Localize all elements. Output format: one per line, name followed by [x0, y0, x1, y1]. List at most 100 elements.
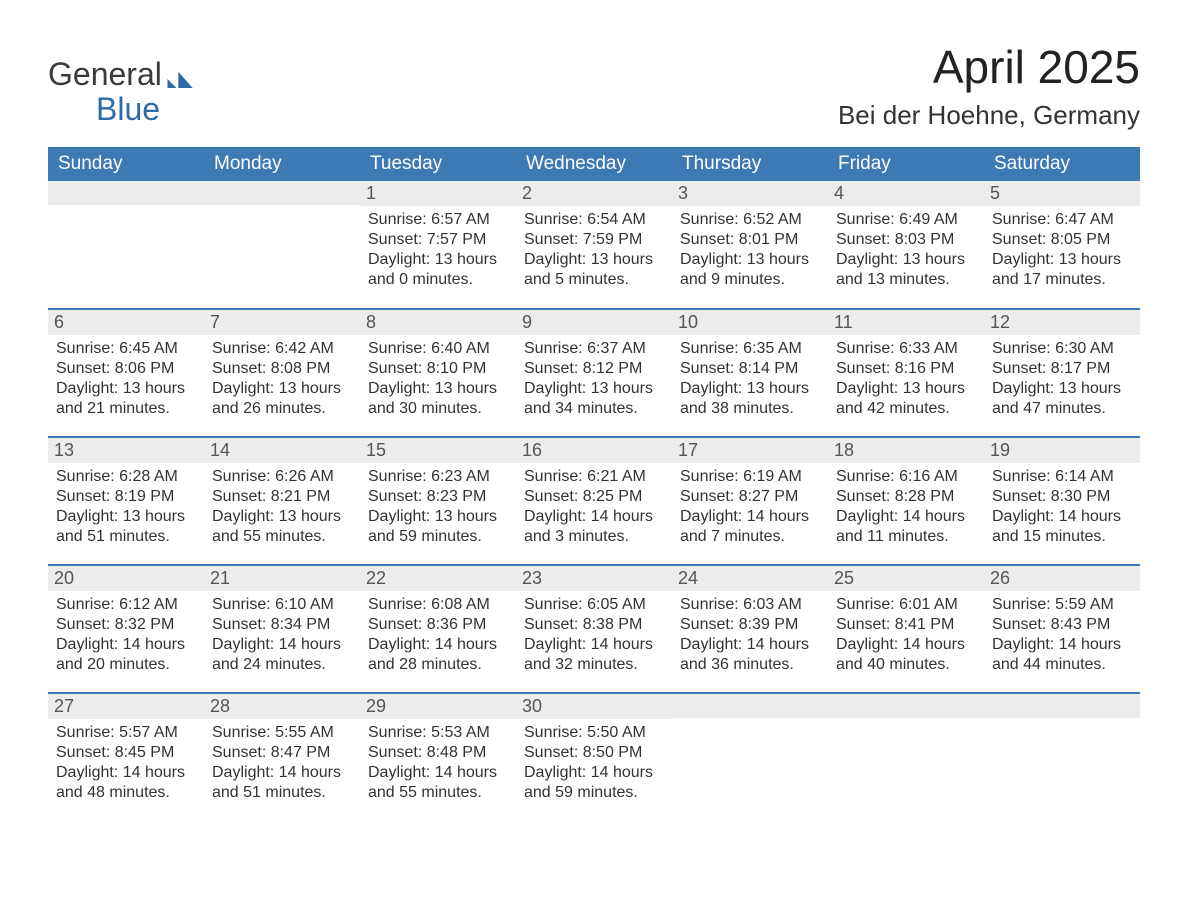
- daylight-text: Daylight: 13 hours and 42 minutes.: [836, 379, 978, 419]
- sunset-text: Sunset: 8:39 PM: [680, 615, 822, 635]
- day-number: [204, 181, 360, 205]
- week-row: 6Sunrise: 6:45 AMSunset: 8:06 PMDaylight…: [48, 309, 1140, 437]
- week-row: 27Sunrise: 5:57 AMSunset: 8:45 PMDayligh…: [48, 693, 1140, 821]
- day-number: 1: [360, 181, 516, 206]
- sunset-text: Sunset: 8:08 PM: [212, 359, 354, 379]
- sunrise-text: Sunrise: 6:12 AM: [56, 595, 198, 615]
- day-cell: 29Sunrise: 5:53 AMSunset: 8:48 PMDayligh…: [360, 693, 516, 821]
- sunrise-text: Sunrise: 6:19 AM: [680, 467, 822, 487]
- sunset-text: Sunset: 8:34 PM: [212, 615, 354, 635]
- logo-text-general: General: [48, 56, 162, 92]
- day-details: Sunrise: 6:45 AMSunset: 8:06 PMDaylight:…: [54, 339, 198, 419]
- day-number: 24: [672, 566, 828, 591]
- calendar-table: SundayMondayTuesdayWednesdayThursdayFrid…: [48, 147, 1140, 821]
- week-row: 1Sunrise: 6:57 AMSunset: 7:57 PMDaylight…: [48, 181, 1140, 309]
- day-header: Sunday: [48, 147, 204, 181]
- header-row: GeneralBlue April 2025 Bei der Hoehne, G…: [48, 40, 1140, 143]
- brand-logo: GeneralBlue: [48, 58, 196, 125]
- sunrise-text: Sunrise: 6:54 AM: [524, 210, 666, 230]
- day-cell: [48, 181, 204, 309]
- sunset-text: Sunset: 8:23 PM: [368, 487, 510, 507]
- day-number: 5: [984, 181, 1140, 206]
- sunset-text: Sunset: 8:36 PM: [368, 615, 510, 635]
- sunset-text: Sunset: 8:41 PM: [836, 615, 978, 635]
- day-cell: 20Sunrise: 6:12 AMSunset: 8:32 PMDayligh…: [48, 565, 204, 693]
- daylight-text: Daylight: 13 hours and 47 minutes.: [992, 379, 1134, 419]
- daylight-text: Daylight: 14 hours and 24 minutes.: [212, 635, 354, 675]
- week-row: 13Sunrise: 6:28 AMSunset: 8:19 PMDayligh…: [48, 437, 1140, 565]
- sunset-text: Sunset: 8:50 PM: [524, 743, 666, 763]
- daylight-text: Daylight: 13 hours and 38 minutes.: [680, 379, 822, 419]
- daylight-text: Daylight: 14 hours and 20 minutes.: [56, 635, 198, 675]
- daylight-text: Daylight: 14 hours and 44 minutes.: [992, 635, 1134, 675]
- day-number: 8: [360, 310, 516, 335]
- day-number: 2: [516, 181, 672, 206]
- day-header: Thursday: [672, 147, 828, 181]
- daylight-text: Daylight: 13 hours and 9 minutes.: [680, 250, 822, 290]
- sunset-text: Sunset: 8:16 PM: [836, 359, 978, 379]
- daylight-text: Daylight: 14 hours and 11 minutes.: [836, 507, 978, 547]
- sunrise-text: Sunrise: 6:45 AM: [56, 339, 198, 359]
- day-details: Sunrise: 6:40 AMSunset: 8:10 PMDaylight:…: [366, 339, 510, 419]
- day-cell: 1Sunrise: 6:57 AMSunset: 7:57 PMDaylight…: [360, 181, 516, 309]
- day-number: 3: [672, 181, 828, 206]
- daylight-text: Daylight: 14 hours and 15 minutes.: [992, 507, 1134, 547]
- daylight-text: Daylight: 13 hours and 13 minutes.: [836, 250, 978, 290]
- sunset-text: Sunset: 7:59 PM: [524, 230, 666, 250]
- daylight-text: Daylight: 14 hours and 59 minutes.: [524, 763, 666, 803]
- day-number: 30: [516, 694, 672, 719]
- title-block: April 2025 Bei der Hoehne, Germany: [838, 40, 1140, 143]
- day-details: Sunrise: 6:12 AMSunset: 8:32 PMDaylight:…: [54, 595, 198, 675]
- day-details: Sunrise: 6:23 AMSunset: 8:23 PMDaylight:…: [366, 467, 510, 547]
- sunrise-text: Sunrise: 6:10 AM: [212, 595, 354, 615]
- day-cell: 7Sunrise: 6:42 AMSunset: 8:08 PMDaylight…: [204, 309, 360, 437]
- day-number: [828, 694, 984, 718]
- daylight-text: Daylight: 14 hours and 40 minutes.: [836, 635, 978, 675]
- daylight-text: Daylight: 13 hours and 17 minutes.: [992, 250, 1134, 290]
- sunrise-text: Sunrise: 6:05 AM: [524, 595, 666, 615]
- day-cell: 9Sunrise: 6:37 AMSunset: 8:12 PMDaylight…: [516, 309, 672, 437]
- day-cell: 30Sunrise: 5:50 AMSunset: 8:50 PMDayligh…: [516, 693, 672, 821]
- day-cell: [984, 693, 1140, 821]
- day-cell: 23Sunrise: 6:05 AMSunset: 8:38 PMDayligh…: [516, 565, 672, 693]
- sunset-text: Sunset: 8:48 PM: [368, 743, 510, 763]
- day-number: 15: [360, 438, 516, 463]
- sunrise-text: Sunrise: 6:01 AM: [836, 595, 978, 615]
- sunrise-text: Sunrise: 5:55 AM: [212, 723, 354, 743]
- day-details: Sunrise: 6:01 AMSunset: 8:41 PMDaylight:…: [834, 595, 978, 675]
- sunset-text: Sunset: 8:06 PM: [56, 359, 198, 379]
- sunset-text: Sunset: 8:28 PM: [836, 487, 978, 507]
- daylight-text: Daylight: 14 hours and 28 minutes.: [368, 635, 510, 675]
- sunrise-text: Sunrise: 5:53 AM: [368, 723, 510, 743]
- daylight-text: Daylight: 14 hours and 36 minutes.: [680, 635, 822, 675]
- sunset-text: Sunset: 8:43 PM: [992, 615, 1134, 635]
- day-details: Sunrise: 6:26 AMSunset: 8:21 PMDaylight:…: [210, 467, 354, 547]
- page-subtitle: Bei der Hoehne, Germany: [838, 100, 1140, 131]
- day-cell: 8 Sunrise: 6:40 AMSunset: 8:10 PMDaylight…: [360, 309, 516, 437]
- day-number: 17: [672, 438, 828, 463]
- day-details: Sunrise: 6:21 AMSunset: 8:25 PMDaylight:…: [522, 467, 666, 547]
- page-title: April 2025: [838, 40, 1140, 94]
- day-details: Sunrise: 5:59 AMSunset: 8:43 PMDaylight:…: [990, 595, 1134, 675]
- day-cell: 25Sunrise: 6:01 AMSunset: 8:41 PMDayligh…: [828, 565, 984, 693]
- daylight-text: Daylight: 13 hours and 0 minutes.: [368, 250, 510, 290]
- day-cell: 4Sunrise: 6:49 AMSunset: 8:03 PMDaylight…: [828, 181, 984, 309]
- day-number: 7: [204, 310, 360, 335]
- sunset-text: Sunset: 8:21 PM: [212, 487, 354, 507]
- daylight-text: Daylight: 13 hours and 34 minutes.: [524, 379, 666, 419]
- day-cell: 28Sunrise: 5:55 AMSunset: 8:47 PMDayligh…: [204, 693, 360, 821]
- day-details: Sunrise: 6:30 AMSunset: 8:17 PMDaylight:…: [990, 339, 1134, 419]
- day-cell: [672, 693, 828, 821]
- sunrise-text: Sunrise: 5:59 AM: [992, 595, 1134, 615]
- day-details: Sunrise: 6:16 AMSunset: 8:28 PMDaylight:…: [834, 467, 978, 547]
- sunset-text: Sunset: 8:14 PM: [680, 359, 822, 379]
- day-cell: 18Sunrise: 6:16 AMSunset: 8:28 PMDayligh…: [828, 437, 984, 565]
- day-cell: 11Sunrise: 6:33 AMSunset: 8:16 PMDayligh…: [828, 309, 984, 437]
- day-details: Sunrise: 5:57 AMSunset: 8:45 PMDaylight:…: [54, 723, 198, 803]
- sunrise-text: Sunrise: 6:16 AM: [836, 467, 978, 487]
- day-cell: 13Sunrise: 6:28 AMSunset: 8:19 PMDayligh…: [48, 437, 204, 565]
- calendar-head: SundayMondayTuesdayWednesdayThursdayFrid…: [48, 147, 1140, 181]
- day-details: Sunrise: 6:05 AMSunset: 8:38 PMDaylight:…: [522, 595, 666, 675]
- day-details: Sunrise: 5:53 AMSunset: 8:48 PMDaylight:…: [366, 723, 510, 803]
- day-details: Sunrise: 6:14 AMSunset: 8:30 PMDaylight:…: [990, 467, 1134, 547]
